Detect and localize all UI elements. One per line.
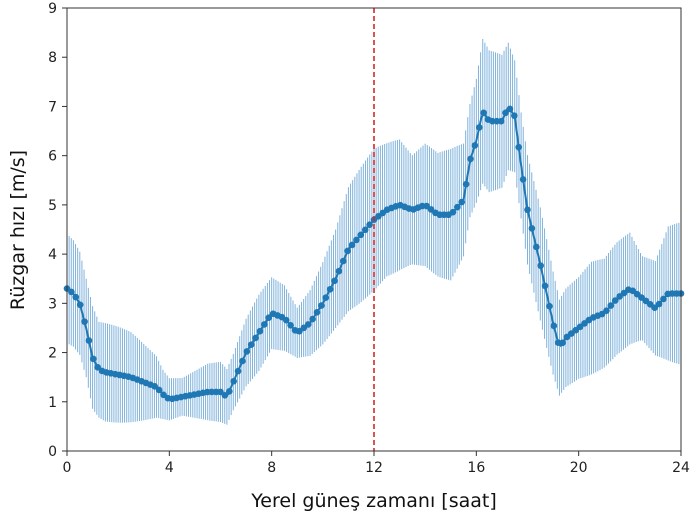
data-point <box>243 348 251 355</box>
data-point <box>660 295 667 303</box>
data-point <box>449 208 457 216</box>
data-point <box>335 267 343 275</box>
data-point <box>353 236 360 244</box>
data-point <box>651 304 658 311</box>
data-point <box>256 327 264 335</box>
data-point <box>282 316 290 324</box>
data-point <box>340 257 347 265</box>
data-point <box>366 221 373 229</box>
data-point <box>524 206 531 214</box>
data-point <box>655 300 663 308</box>
y-tick-label: 8 <box>48 50 57 66</box>
data-point <box>344 247 351 255</box>
x-tick-label: 12 <box>365 460 383 476</box>
data-point <box>331 277 338 285</box>
data-point <box>322 294 330 302</box>
data-point <box>94 364 101 371</box>
y-axis-label: Rüzgar hızı [m/s] <box>7 150 29 310</box>
x-tick-label: 20 <box>570 460 588 476</box>
data-point <box>458 198 466 206</box>
data-point <box>230 377 237 385</box>
x-axis-ticks: 0 4 8 12 16 20 24 <box>63 451 690 476</box>
x-tick-label: 8 <box>267 460 276 476</box>
data-point <box>85 337 93 344</box>
y-tick-label: 7 <box>48 99 57 115</box>
data-point <box>313 309 321 316</box>
y-tick-label: 9 <box>48 1 57 17</box>
data-point <box>361 226 369 234</box>
y-tick-label: 3 <box>48 296 57 312</box>
data-point <box>326 285 334 293</box>
data-point <box>546 302 553 310</box>
data-point <box>475 124 483 131</box>
data-point <box>234 367 242 375</box>
data-point <box>304 321 312 328</box>
data-point <box>247 341 255 348</box>
data-point <box>72 293 80 301</box>
y-tick-label: 6 <box>48 149 57 165</box>
data-point <box>537 262 544 269</box>
x-tick-label: 24 <box>672 460 690 476</box>
data-point <box>261 321 268 328</box>
data-point <box>309 315 316 323</box>
data-point <box>68 288 75 296</box>
data-point <box>528 225 536 232</box>
x-tick-label: 16 <box>467 460 485 476</box>
data-point <box>348 241 356 249</box>
data-point <box>611 297 619 304</box>
y-tick-label: 4 <box>48 247 57 263</box>
data-point <box>607 302 615 309</box>
data-point <box>252 334 259 342</box>
data-point <box>76 301 84 309</box>
data-point <box>467 155 474 163</box>
data-point <box>221 392 229 399</box>
data-point <box>497 117 505 125</box>
data-point <box>225 388 233 395</box>
data-point <box>287 321 294 329</box>
data-point <box>318 302 325 309</box>
data-point <box>357 231 365 239</box>
data-point <box>239 357 246 365</box>
y-tick-label: 5 <box>48 198 57 214</box>
data-point <box>541 282 549 290</box>
data-point <box>515 143 523 151</box>
data-point <box>511 112 518 120</box>
data-point <box>519 176 527 183</box>
data-point <box>471 142 479 149</box>
data-point <box>506 105 514 113</box>
data-point <box>90 355 97 363</box>
data-point <box>532 243 540 251</box>
series-points <box>63 105 685 403</box>
y-tick-label: 1 <box>48 395 57 411</box>
data-point <box>603 307 610 314</box>
x-tick-label: 4 <box>165 460 174 476</box>
data-point <box>559 339 566 347</box>
y-axis-ticks: 0 1 2 3 4 5 6 7 8 9 <box>48 1 67 460</box>
x-axis-label: Yerel güneş zamanı [saat] <box>250 490 497 512</box>
data-point <box>155 386 163 394</box>
data-point <box>462 180 470 188</box>
data-point <box>81 318 88 325</box>
y-tick-label: 0 <box>48 444 57 460</box>
data-point <box>550 322 558 330</box>
data-point <box>502 109 509 117</box>
data-point <box>454 203 461 211</box>
data-point <box>265 314 273 321</box>
data-point <box>480 109 487 117</box>
x-tick-label: 0 <box>63 460 72 476</box>
data-point <box>151 383 159 390</box>
y-tick-label: 2 <box>48 346 57 362</box>
